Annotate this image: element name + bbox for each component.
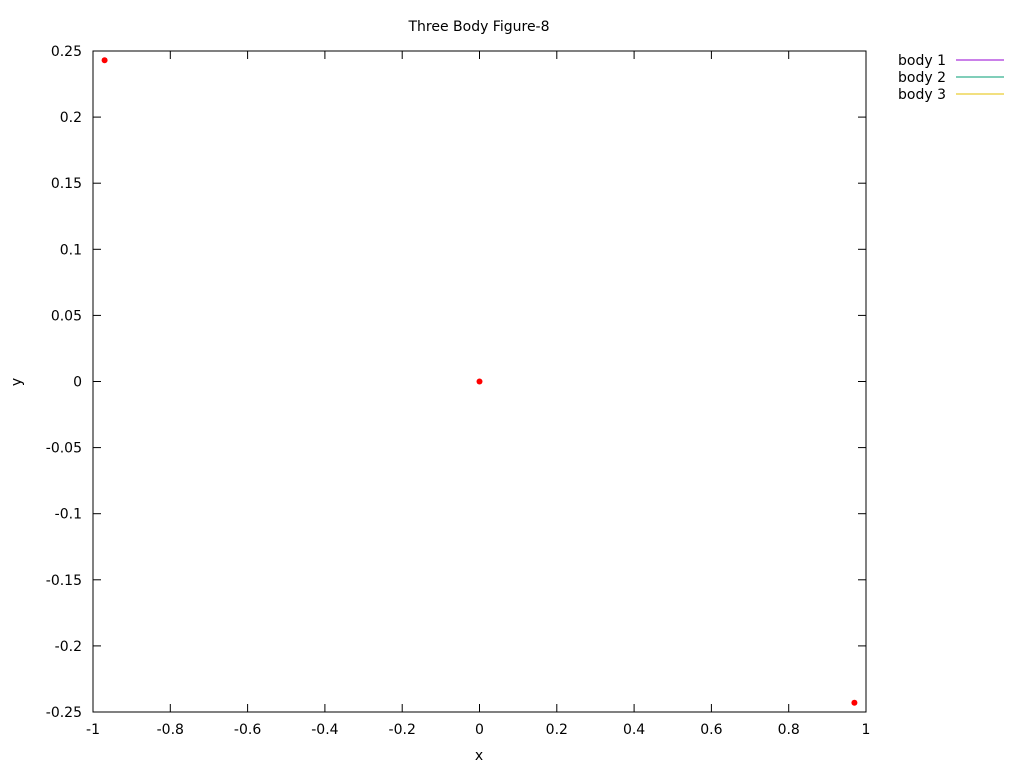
y-tick-label: 0 <box>73 375 82 391</box>
x-tick-label: -0.6 <box>234 722 261 738</box>
legend-label: body 3 <box>898 87 946 103</box>
x-tick-label: 0 <box>475 722 484 738</box>
y-axis-title: y <box>9 378 25 386</box>
y-tick-label: -0.05 <box>46 441 82 457</box>
x-tick-label: 0.6 <box>700 722 722 738</box>
y-tick-label: 0.2 <box>60 110 82 126</box>
y-tick-label: 0.1 <box>60 242 82 258</box>
x-tick-label: -1 <box>86 722 100 738</box>
x-tick-label: 0.8 <box>778 722 800 738</box>
x-tick-label: 0.4 <box>623 722 645 738</box>
y-tick-label: 0.25 <box>51 44 82 60</box>
y-tick-label: -0.15 <box>46 573 82 589</box>
body-position-marker <box>101 57 108 64</box>
body-position-marker <box>476 378 483 385</box>
x-tick-label: 1 <box>862 722 871 738</box>
y-tick-label: 0.05 <box>51 308 82 324</box>
y-tick-label: -0.25 <box>46 705 82 721</box>
y-tick-label: -0.1 <box>55 507 82 523</box>
x-tick-label: -0.4 <box>311 722 338 738</box>
y-tick-label: -0.2 <box>55 639 82 655</box>
legend-label: body 1 <box>898 53 946 69</box>
x-tick-label: -0.8 <box>157 722 184 738</box>
body-position-marker <box>851 699 858 706</box>
chart-title: Three Body Figure-8 <box>407 19 549 35</box>
x-tick-label: -0.2 <box>389 722 416 738</box>
y-tick-label: 0.15 <box>51 176 82 192</box>
marker-layer <box>101 57 858 706</box>
x-axis: -1 -0.8 -0.6 -0.4 -0.2 0 0.2 0.4 0.6 0.8 1 <box>86 51 870 738</box>
y-axis: 0.25 0.2 0.15 0.1 0.05 0 -0.05 -0.1 -0.15 -0.2 -0.… <box>46 44 866 721</box>
legend-label: body 2 <box>898 70 946 86</box>
x-tick-label: 0.2 <box>546 722 568 738</box>
x-axis-title: x <box>475 748 483 764</box>
